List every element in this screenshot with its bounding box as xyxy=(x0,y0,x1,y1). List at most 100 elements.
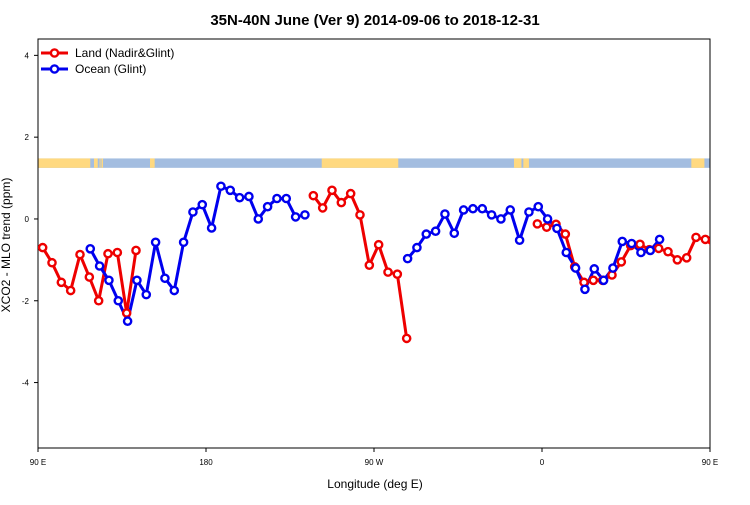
ocean-point xyxy=(262,201,273,212)
land-point xyxy=(709,245,710,248)
ocean-point xyxy=(402,253,413,264)
land-point xyxy=(317,203,328,213)
ocean-point xyxy=(122,316,133,327)
land-segment xyxy=(523,158,529,168)
ocean-point xyxy=(580,284,590,295)
ocean-point xyxy=(169,285,180,296)
ocean-point xyxy=(272,193,282,204)
land-point xyxy=(112,247,123,258)
land-point xyxy=(739,288,746,295)
ocean-point xyxy=(514,235,525,246)
land-point xyxy=(84,272,95,282)
land-point xyxy=(103,248,113,259)
ocean-point xyxy=(496,214,506,224)
land-point xyxy=(345,188,356,199)
land-point xyxy=(560,229,571,239)
land-segment xyxy=(101,158,103,168)
ocean-point xyxy=(468,203,478,214)
ocean-point xyxy=(178,237,189,248)
ocean-point xyxy=(636,247,646,258)
ocean-point xyxy=(608,263,618,273)
land-point xyxy=(56,277,67,288)
ocean-point xyxy=(244,191,254,202)
ocean-point xyxy=(654,234,665,245)
land-segment xyxy=(38,158,91,168)
ocean-point xyxy=(570,263,581,273)
axes: -4 -2 0 2 4 90 E 180 90 W 0 90 E xyxy=(22,38,718,467)
x-tick-label: 180 xyxy=(199,458,213,467)
land-point xyxy=(383,267,393,277)
ocean-point xyxy=(412,242,422,253)
ocean-point xyxy=(300,210,310,220)
ocean-point xyxy=(430,226,441,237)
land-point xyxy=(532,219,543,229)
land-segment xyxy=(99,158,101,168)
y-tick-label: -2 xyxy=(22,297,30,306)
ocean-point xyxy=(150,237,161,248)
land-point xyxy=(38,242,48,253)
y-tick-label: 4 xyxy=(25,51,30,60)
plot-frame xyxy=(37,38,711,449)
land-point xyxy=(720,258,727,265)
land-point xyxy=(308,190,319,201)
ocean-point xyxy=(160,273,170,284)
land-point xyxy=(616,257,627,267)
land-point xyxy=(541,222,552,232)
land-series-line xyxy=(536,222,710,284)
series-group xyxy=(38,181,746,344)
land-point xyxy=(65,285,76,296)
ocean-point xyxy=(626,238,637,249)
ocean-point xyxy=(290,212,301,222)
ocean-point xyxy=(449,228,460,239)
ocean-point xyxy=(197,199,208,210)
y-axis-label: XCO2 - MLO trend (ppm) xyxy=(0,178,13,313)
ocean-point xyxy=(533,201,544,212)
land-point xyxy=(93,295,104,306)
land-point xyxy=(355,210,365,220)
legend-land-label: Land (Nadir&Glint) xyxy=(75,46,174,60)
ocean-point xyxy=(524,207,534,217)
land-point xyxy=(75,249,85,260)
ocean-point xyxy=(94,261,105,271)
ocean-point xyxy=(589,264,600,274)
land-segment xyxy=(150,158,155,168)
ocean-point xyxy=(281,193,292,204)
ocean-point xyxy=(216,181,226,192)
ocean-point xyxy=(85,244,96,254)
x-tick-label: 90 W xyxy=(365,458,384,467)
ocean-point xyxy=(225,185,236,196)
ocean-point xyxy=(132,275,142,286)
land-segment xyxy=(321,158,399,168)
land-point xyxy=(121,308,132,318)
land-segment xyxy=(94,158,98,168)
y-tick-label: 0 xyxy=(25,215,30,224)
ocean-point xyxy=(542,214,553,224)
ocean-point xyxy=(645,245,656,256)
ocean-point xyxy=(617,236,628,247)
series-layer xyxy=(38,181,746,344)
ocean-point xyxy=(113,295,124,306)
land-point xyxy=(730,279,737,286)
ocean-point xyxy=(552,223,562,234)
legend-land-marker xyxy=(49,48,60,58)
chart-title: 35N-40N June (Ver 9) 2014-09-06 to 2018-… xyxy=(210,12,539,29)
x-tick-label: 90 E xyxy=(702,458,718,467)
land-point xyxy=(392,269,403,279)
x-tick-label: 90 E xyxy=(30,458,46,467)
y-tick-label: 2 xyxy=(25,133,30,142)
x-tick-label: 0 xyxy=(540,458,545,467)
legend-ocean-marker xyxy=(49,64,60,74)
legend: Land (Nadir&Glint) Ocean (Glint) xyxy=(41,46,174,76)
ocean-point xyxy=(104,275,114,286)
land-point xyxy=(588,275,599,286)
ocean-point xyxy=(598,275,609,286)
ocean-point xyxy=(253,214,264,224)
land-point xyxy=(700,234,710,245)
land-point xyxy=(47,257,57,268)
legend-ocean-label: Ocean (Glint) xyxy=(75,62,146,76)
ocean-point xyxy=(477,203,488,214)
land-point xyxy=(131,245,141,256)
land-segment xyxy=(514,158,522,168)
ocean-point xyxy=(561,247,572,258)
